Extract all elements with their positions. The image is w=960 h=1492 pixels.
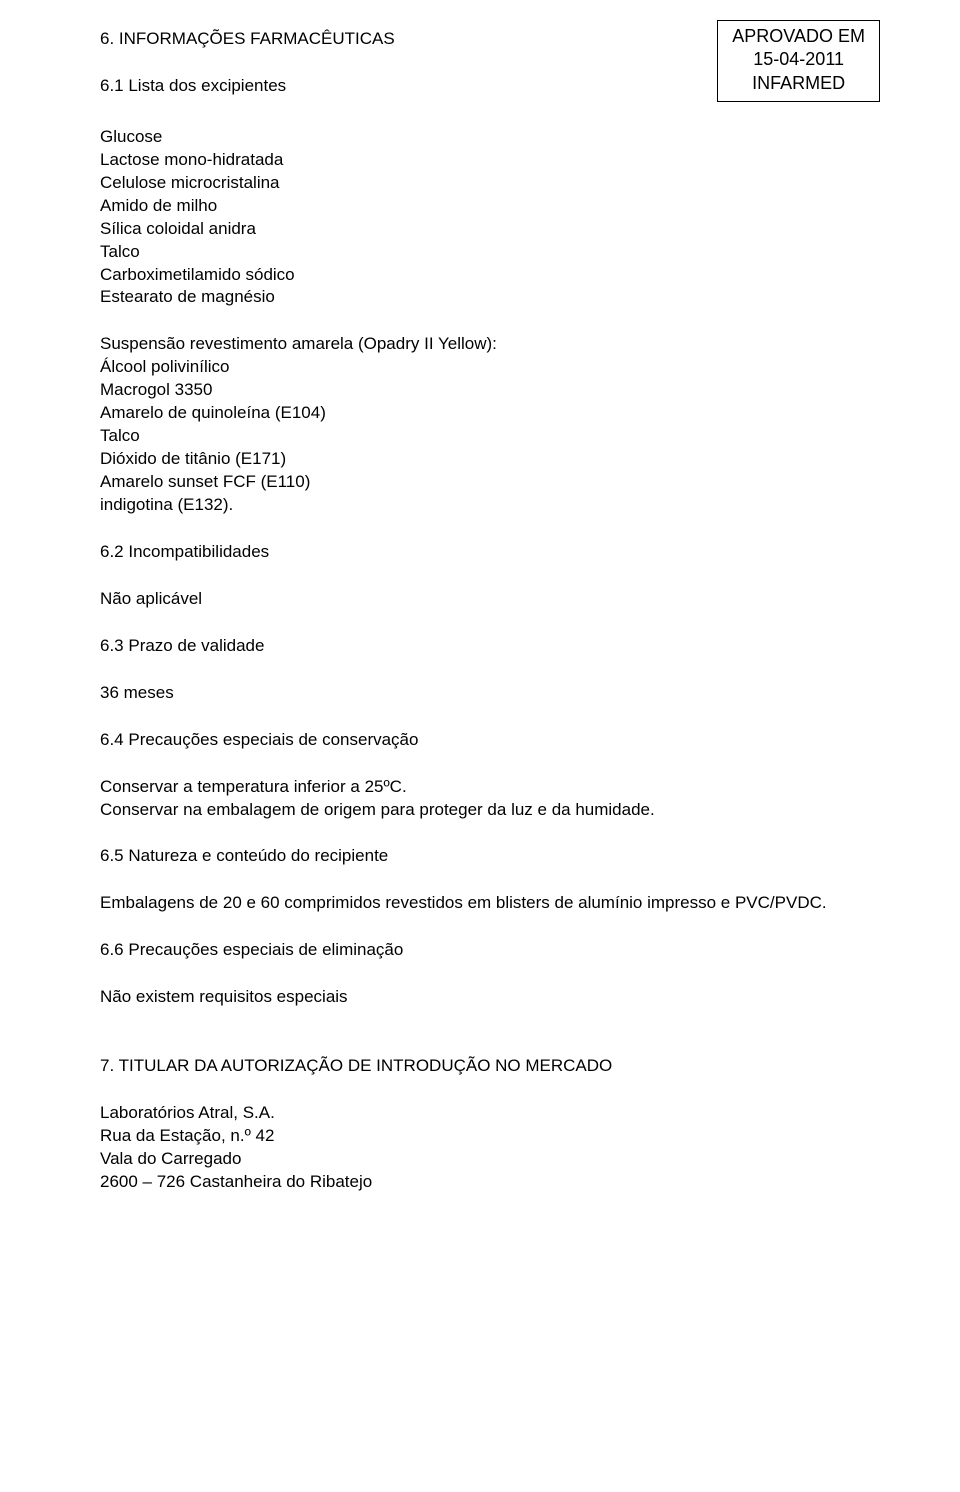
excipient-item: Sílica coloidal anidra [100,218,880,241]
section-6-5-heading: 6.5 Natureza e conteúdo do recipiente [100,845,880,868]
approval-line-3: INFARMED [732,72,865,95]
approval-stamp: APROVADO EM 15-04-2011 INFARMED [717,20,880,102]
section-6-2-heading: 6.2 Incompatibilidades [100,541,880,564]
excipient-item: Carboximetilamido sódico [100,264,880,287]
coating-item: indigotina (E132). [100,494,880,517]
coating-item: Macrogol 3350 [100,379,880,402]
section-6-3-body: 36 meses [100,682,880,705]
holder-line: Vala do Carregado [100,1148,880,1171]
coating-item: Amarelo sunset FCF (E110) [100,471,880,494]
excipient-item: Lactose mono-hidratada [100,149,880,172]
section-6-5: 6.5 Natureza e conteúdo do recipiente Em… [100,845,880,915]
approval-line-2: 15-04-2011 [732,48,865,71]
section-6-6: 6.6 Precauções especiais de eliminação N… [100,939,880,1009]
section-6-2-body: Não aplicável [100,588,880,611]
holder-line: 2600 – 726 Castanheira do Ribatejo [100,1171,880,1194]
holder-line: Laboratórios Atral, S.A. [100,1102,880,1125]
coating-heading: Suspensão revestimento amarela (Opadry I… [100,333,880,356]
section-6-6-body: Não existem requisitos especiais [100,986,880,1009]
section-6-5-body: Embalagens de 20 e 60 comprimidos revest… [100,892,880,915]
coating-item: Talco [100,425,880,448]
section-6-4: 6.4 Precauções especiais de conservação … [100,729,880,822]
section-6-4-body-line-2: Conservar na embalagem de origem para pr… [100,799,880,822]
coating-item: Dióxido de titânio (E171) [100,448,880,471]
section-7: 7. TITULAR DA AUTORIZAÇÃO DE INTRODUÇÃO … [100,1055,880,1194]
section-6-4-heading: 6.4 Precauções especiais de conservação [100,729,880,752]
section-6-4-body-line-1: Conservar a temperatura inferior a 25ºC. [100,776,880,799]
section-6-2: 6.2 Incompatibilidades Não aplicável [100,541,880,611]
coating-item: Amarelo de quinoleína (E104) [100,402,880,425]
coating-item: Álcool polivinílico [100,356,880,379]
section-6-3-heading: 6.3 Prazo de validade [100,635,880,658]
holder-line: Rua da Estação, n.º 42 [100,1125,880,1148]
excipient-item: Amido de milho [100,195,880,218]
section-6-6-heading: 6.6 Precauções especiais de eliminação [100,939,880,962]
coating-list: Suspensão revestimento amarela (Opadry I… [100,333,880,517]
approval-line-1: APROVADO EM [732,25,865,48]
document-page: APROVADO EM 15-04-2011 INFARMED 6. INFOR… [0,0,960,1492]
section-6-3: 6.3 Prazo de validade 36 meses [100,635,880,705]
excipient-item: Glucose [100,126,880,149]
section-7-heading: 7. TITULAR DA AUTORIZAÇÃO DE INTRODUÇÃO … [100,1055,880,1078]
excipient-item: Estearato de magnésio [100,286,880,309]
excipient-item: Talco [100,241,880,264]
excipient-item: Celulose microcristalina [100,172,880,195]
excipients-core-list: Glucose Lactose mono-hidratada Celulose … [100,126,880,310]
